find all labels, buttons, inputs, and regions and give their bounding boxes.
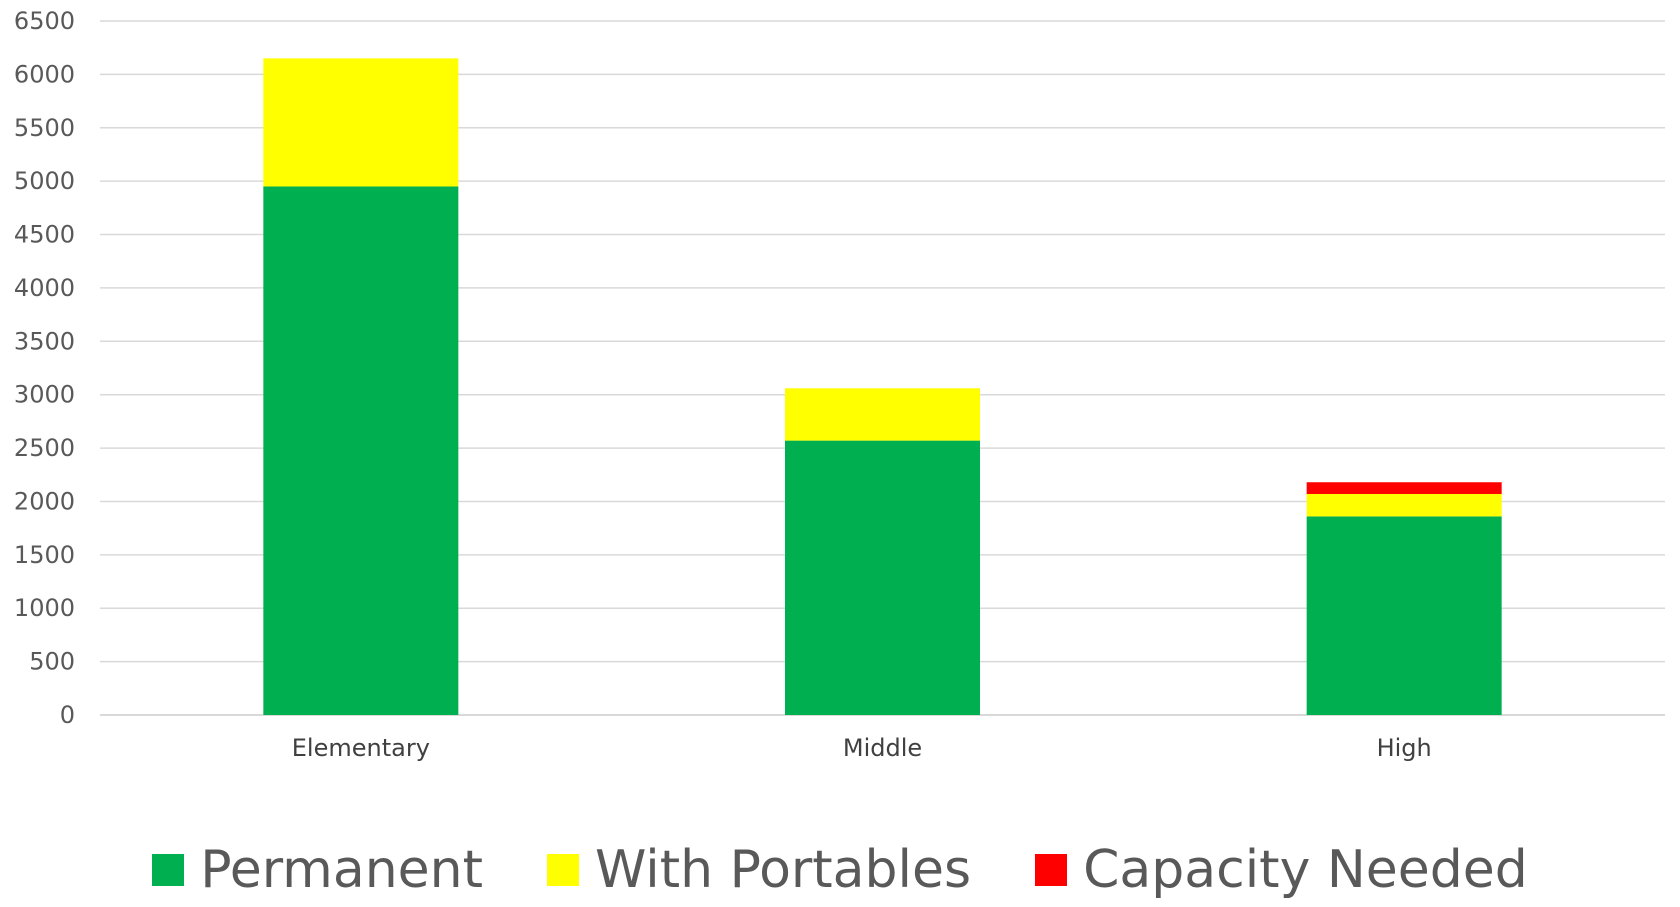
y-tick-label: 2500 [14, 434, 75, 462]
bar-elementary-permanent [263, 186, 459, 715]
legend-swatch-permanent [152, 854, 185, 886]
legend-swatch-with-portables [547, 854, 579, 886]
y-tick-label: 1500 [14, 541, 75, 569]
y-tick-label: 6500 [14, 7, 75, 35]
legend: Permanent With Portables Capacity Needed [0, 840, 1680, 900]
legend-label-permanent: Permanent [200, 840, 483, 900]
x-category-label: Middle [843, 734, 922, 762]
y-tick-label: 4500 [14, 221, 75, 249]
y-tick-label: 5500 [14, 114, 75, 142]
x-category-label: Elementary [292, 734, 430, 762]
legend-item-permanent: Permanent [152, 844, 483, 896]
y-axis-tick-labels: 0 500 1000 1500 2000 2500 3000 3500 4000 4500 5000… [14, 7, 75, 729]
y-tick-label: 5000 [14, 167, 75, 195]
bar-high-with-portables [1306, 493, 1502, 517]
bar-elementary-with-portables [263, 58, 459, 187]
y-tick-label: 1000 [14, 594, 75, 622]
y-tick-label: 3500 [14, 327, 75, 355]
y-tick-label: 3000 [14, 381, 75, 409]
legend-item-capacity-needed: Capacity Needed [1035, 844, 1528, 896]
legend-label-with-portables: With Portables [595, 840, 972, 900]
y-tick-label: 0 [60, 701, 75, 729]
y-tick-label: 500 [29, 648, 75, 676]
bar-high-permanent [1306, 516, 1502, 715]
y-tick-label: 4000 [14, 274, 75, 302]
bar-middle-permanent [785, 440, 980, 715]
bar-high-capacity-needed [1306, 482, 1502, 494]
bar-middle-with-portables [785, 388, 980, 441]
y-tick-label: 6000 [14, 60, 75, 88]
legend-item-with-portables: With Portables [547, 844, 971, 896]
legend-swatch-capacity-needed [1035, 854, 1068, 886]
x-category-label: High [1377, 734, 1432, 762]
y-tick-label: 2000 [14, 487, 75, 515]
legend-label-capacity-needed: Capacity Needed [1083, 840, 1528, 900]
x-axis-category-labels: Elementary Middle High [292, 734, 1432, 762]
bars [263, 58, 1502, 715]
